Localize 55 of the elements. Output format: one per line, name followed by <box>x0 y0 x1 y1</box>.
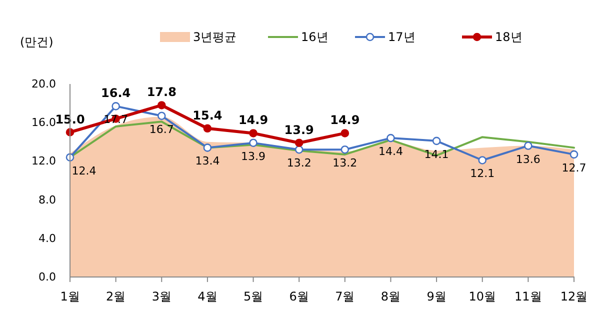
data-label: 15.4 <box>192 108 222 122</box>
data-label: 17.8 <box>146 85 176 100</box>
point <box>524 142 532 150</box>
y-tick-label: 20.0 <box>32 78 56 91</box>
legend-label: 18년 <box>495 30 522 44</box>
data-label: 13.9 <box>241 150 266 163</box>
x-tick-label: 2월 <box>106 290 126 304</box>
point <box>157 112 166 120</box>
data-label: 14.4 <box>378 145 403 158</box>
data-label: 12.1 <box>470 167 495 180</box>
legend-label: 16년 <box>301 30 328 44</box>
data-label: 13.9 <box>284 122 314 137</box>
x-tick-label: 3월 <box>152 290 172 304</box>
x-tick-label: 4월 <box>198 290 218 304</box>
y-tick-label: 16.0 <box>32 116 56 130</box>
point <box>478 156 487 164</box>
x-tick-label: 11월 <box>514 290 542 304</box>
point <box>294 138 304 148</box>
x-tick-label: 7월 <box>335 290 355 304</box>
point <box>249 129 258 138</box>
data-label: 14.9 <box>238 113 268 128</box>
x-tick-label: 10월 <box>468 290 496 304</box>
data-label: 14.1 <box>424 148 449 161</box>
point <box>386 134 395 142</box>
legend-label: 17년 <box>388 30 416 44</box>
data-label: 16.4 <box>101 86 131 100</box>
x-tick-label: 6월 <box>289 290 309 304</box>
data-label: 13.2 <box>332 156 358 170</box>
data-label: 12.7 <box>562 161 586 174</box>
x-tick-label: 9월 <box>426 290 446 304</box>
x-tick-label: 12월 <box>560 290 588 304</box>
x-tick-label: 8월 <box>380 290 401 304</box>
point <box>112 102 120 110</box>
data-label: 16.7 <box>149 122 174 136</box>
point <box>432 136 441 146</box>
x-tick-label: 1월 <box>60 290 80 304</box>
data-label: 13.6 <box>516 152 540 166</box>
point <box>570 150 578 159</box>
data-label: 13.2 <box>286 156 312 170</box>
point <box>340 145 350 154</box>
data-label: 12.4 <box>72 164 96 178</box>
point <box>340 129 350 138</box>
legend-label: 3년평균 <box>193 30 237 44</box>
y-tick-label: 8.0 <box>38 193 56 206</box>
y-axis-title: (만건) <box>20 35 54 49</box>
y-tick-label: 0.0 <box>38 270 56 284</box>
x-tick-label: 5월 <box>243 290 264 304</box>
point <box>203 144 212 152</box>
y-tick-label: 12.0 <box>32 154 56 168</box>
point <box>157 101 166 110</box>
point <box>203 124 212 133</box>
y-tick-label: 4.0 <box>38 232 56 245</box>
point <box>249 138 258 148</box>
data-label: 14.9 <box>330 113 360 128</box>
data-label: 13.4 <box>195 154 220 168</box>
